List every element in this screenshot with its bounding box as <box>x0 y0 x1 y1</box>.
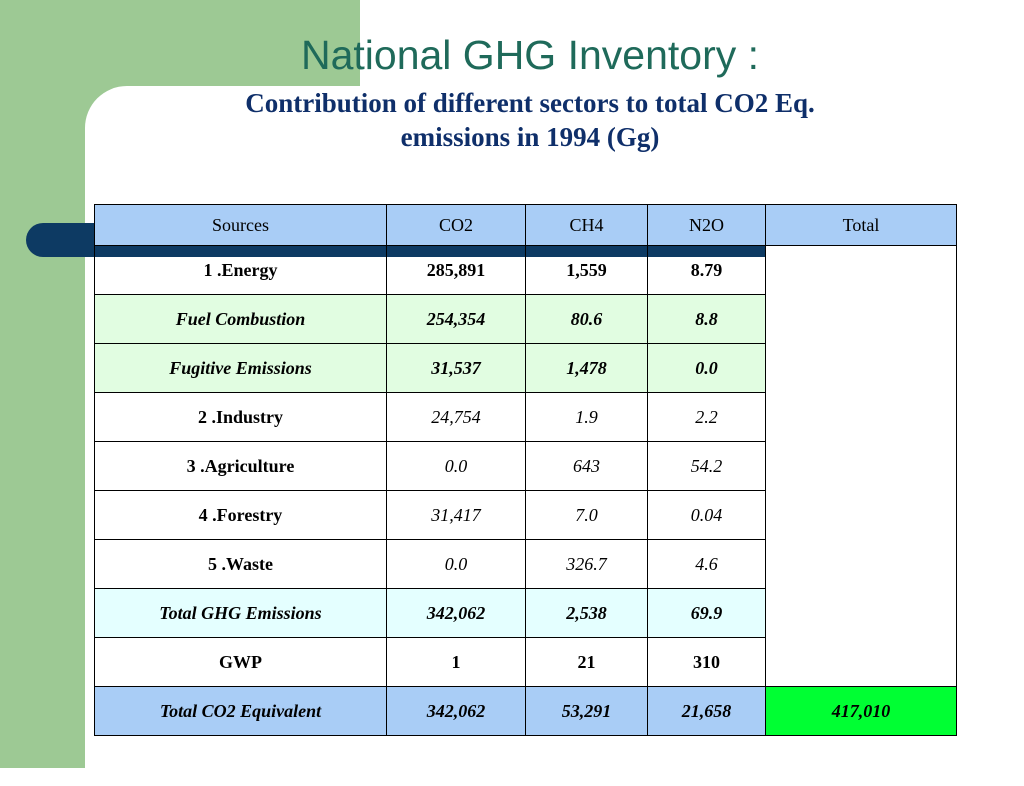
table-row-agriculture: 3 .Agriculture 0.0 643 54.2 <box>94 441 957 491</box>
cell-ch4: 1,478 <box>525 343 648 393</box>
cell-co2: 0.0 <box>386 539 526 589</box>
row-source: Total GHG Emissions <box>94 588 387 638</box>
table-header-row: Sources CO2 CH4 N2O Total <box>94 204 957 246</box>
row-source: 1 .Energy <box>94 245 387 295</box>
row-source: Fuel Combustion <box>94 294 387 344</box>
cell-n2o: 54.2 <box>647 441 766 491</box>
cell-co2: 254,354 <box>386 294 526 344</box>
cell-co2: 31,417 <box>386 490 526 540</box>
table-row-industry: 2 .Industry 24,754 1.9 2.2 <box>94 392 957 442</box>
header-ch4: CH4 <box>525 204 648 246</box>
total-column-blank <box>765 245 957 687</box>
cell-co2: 31,537 <box>386 343 526 393</box>
cell-ch4: 7.0 <box>525 490 648 540</box>
subtitle-line-2: emissions in 1994 (Gg) <box>400 122 660 152</box>
row-source: 2 .Industry <box>94 392 387 442</box>
row-source: Fugitive Emissions <box>94 343 387 393</box>
cell-total: 417,010 <box>765 686 957 736</box>
header-sources: Sources <box>94 204 387 246</box>
cell-ch4: 326.7 <box>525 539 648 589</box>
cell-n2o: 0.0 <box>647 343 766 393</box>
cell-n2o: 21,658 <box>647 686 766 736</box>
subtitle-line-1: Contribution of different sectors to tot… <box>245 88 815 118</box>
cell-n2o: 310 <box>647 637 766 687</box>
cell-co2: 342,062 <box>386 588 526 638</box>
row-source: 4 .Forestry <box>94 490 387 540</box>
cell-ch4: 1.9 <box>525 392 648 442</box>
cell-co2: 24,754 <box>386 392 526 442</box>
row-source: Total CO2 Equivalent <box>94 686 387 736</box>
table-row-fugitive-emissions: Fugitive Emissions 31,537 1,478 0.0 <box>94 343 957 393</box>
cell-ch4: 53,291 <box>525 686 648 736</box>
cell-co2: 1 <box>386 637 526 687</box>
table-row-total-co2-equivalent: Total CO2 Equivalent 342,062 53,291 21,6… <box>94 686 957 736</box>
cell-n2o: 0.04 <box>647 490 766 540</box>
header-total: Total <box>765 204 957 246</box>
table-row-fuel-combustion: Fuel Combustion 254,354 80.6 8.8 <box>94 294 957 344</box>
cell-ch4: 1,559 <box>525 245 648 295</box>
cell-co2: 0.0 <box>386 441 526 491</box>
cell-co2: 342,062 <box>386 686 526 736</box>
table-row-waste: 5 .Waste 0.0 326.7 4.6 <box>94 539 957 589</box>
cell-n2o: 8.8 <box>647 294 766 344</box>
ghg-inventory-table: Sources CO2 CH4 N2O Total 1 .Energy 285,… <box>94 204 957 736</box>
cell-co2: 285,891 <box>386 245 526 295</box>
table-row-forestry: 4 .Forestry 31,417 7.0 0.04 <box>94 490 957 540</box>
table-row-total-ghg: Total GHG Emissions 342,062 2,538 69.9 <box>94 588 957 638</box>
row-source: GWP <box>94 637 387 687</box>
table-row-energy: 1 .Energy 285,891 1,559 8.79 <box>94 245 957 687</box>
cell-n2o: 69.9 <box>647 588 766 638</box>
cell-ch4: 80.6 <box>525 294 648 344</box>
row-source: 3 .Agriculture <box>94 441 387 491</box>
cell-ch4: 21 <box>525 637 648 687</box>
header-co2: CO2 <box>386 204 526 246</box>
slide-subtitle: Contribution of different sectors to tot… <box>130 86 930 154</box>
header-n2o: N2O <box>647 204 766 246</box>
cell-n2o: 4.6 <box>647 539 766 589</box>
cell-ch4: 643 <box>525 441 648 491</box>
slide-title: National GHG Inventory : <box>300 32 760 78</box>
cell-n2o: 8.79 <box>647 245 766 295</box>
white-top-area <box>360 0 1024 90</box>
cell-n2o: 2.2 <box>647 392 766 442</box>
cell-ch4: 2,538 <box>525 588 648 638</box>
row-source: 5 .Waste <box>94 539 387 589</box>
